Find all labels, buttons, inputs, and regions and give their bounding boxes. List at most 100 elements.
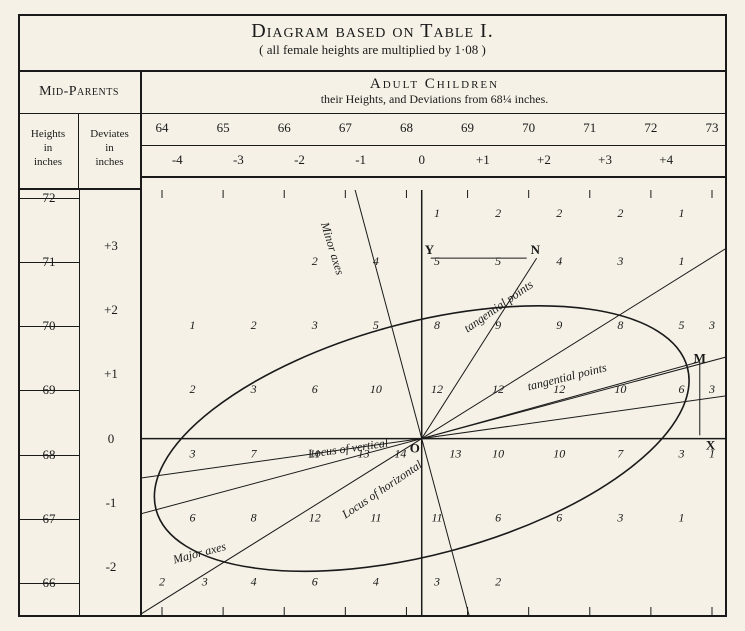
freq-cell: 7 [617,446,624,460]
freq-cell: 8 [617,318,623,332]
freq-cell: 3 [201,575,208,589]
freq-cell: 2 [190,382,196,396]
x-scale-heights: 64656667686970717273 [142,114,727,146]
freq-cell: 3 [708,382,715,396]
freq-cell: 3 [311,318,318,332]
freq-cell: 2 [495,575,501,589]
x-dev-tick: +2 [524,152,564,168]
freq-cell: 2 [159,575,165,589]
freq-cell: 11 [431,511,442,525]
y-dev-tick: -1 [80,495,142,511]
x-height-tick: 66 [264,120,304,136]
label-locus-horizontal: Locus of horizontal [338,457,425,522]
freq-cell: 11 [309,446,320,460]
x-height-tick: 65 [203,120,243,136]
y-dev-tick: +1 [80,366,142,382]
freq-cell: 6 [312,575,318,589]
freq-cell: 5 [373,318,379,332]
freq-cell: 1 [678,511,684,525]
freq-cell: 1 [678,206,684,220]
freq-cell: 1 [434,206,440,220]
y-height-tick: 70 [18,318,80,334]
freq-cell: 2 [495,206,501,220]
label-tangential-2: tangential points [526,360,608,393]
y-scale-heights: 72717069686766 [18,190,80,617]
midparents-label: Mid-Parents [18,72,140,114]
x-height-tick: 67 [325,120,365,136]
freq-cell: 7 [251,446,258,460]
adult-heading-1: Adult Children [142,76,727,93]
freq-cell: 1 [190,318,196,332]
freq-cell: 9 [495,318,501,332]
freq-cell: 12 [492,382,504,396]
y-scale-deviations: +3 +2 +1 0 -1 -2 [80,190,142,617]
freq-cell: 3 [250,382,257,396]
x-dev-tick: -1 [341,152,381,168]
x-height-tick: 64 [142,120,182,136]
freq-cell: 3 [616,511,623,525]
freq-cell: 5 [495,254,501,268]
freq-cell: 8 [251,511,257,525]
freq-cell: 8 [434,318,440,332]
freq-cell: 2 [251,318,257,332]
x-dev-tick: +1 [463,152,503,168]
freq-cell: 12 [431,382,443,396]
x-dev-tick: +4 [646,152,686,168]
freq-cell: 10 [553,446,565,460]
x-dev-tick: +3 [585,152,625,168]
y-height-tick: 68 [18,447,80,463]
adult-children-header: Adult Children their Heights, and Deviat… [142,72,727,178]
freq-cell: 2 [617,206,623,220]
freq-cell: 3 [616,254,623,268]
scatter-ellipse-chart: ONYMXMajor axesMinor axesLocus of vertic… [142,190,725,615]
freq-cell: 3 [708,318,715,332]
x-height-tick: 71 [570,120,610,136]
title-main: Diagram based on Table I. [18,20,727,43]
freq-cell: 12 [553,382,565,396]
freq-cell: 10 [370,382,382,396]
freq-cell: 6 [678,382,684,396]
freq-cell: 4 [251,575,257,589]
freq-cell: 6 [495,511,501,525]
title-sub: ( all female heights are multiplied by 1… [18,42,727,58]
label-major-axis: Major axes [170,539,227,567]
y-height-tick: 69 [18,382,80,398]
y-height-tick: 72 [18,190,80,206]
freq-cell: 6 [556,511,562,525]
freq-cell: 11 [370,511,381,525]
title-block: Diagram based on Table I. ( all female h… [18,14,727,72]
freq-cell: 5 [434,254,440,268]
freq-cell: 14 [394,446,406,460]
adult-heading-2: their Heights, and Deviations from 68¼ i… [142,92,727,107]
freq-cell: 2 [312,254,318,268]
x-height-tick: 68 [386,120,426,136]
point-O: O [410,441,420,456]
freq-cell: 12 [309,511,321,525]
x-height-tick: 69 [448,120,488,136]
freq-cell: 4 [373,254,379,268]
y-dev-tick: +3 [80,238,142,254]
y-dev-tick: +2 [80,302,142,318]
freq-cell: 3 [677,446,684,460]
x-dev-tick: -2 [280,152,320,168]
label-minor-axis: Minor axes [318,219,348,276]
freq-cell: 3 [189,446,196,460]
concentration-ellipse [142,255,717,615]
x-dev-tick: 0 [402,152,442,168]
midparents-header: Mid-Parents Heightsininches Deviatesinin… [18,72,142,190]
freq-cell: 3 [433,575,440,589]
freq-cell: 13 [358,446,370,460]
x-height-tick: 70 [509,120,549,136]
x-height-tick: 73 [692,120,732,136]
freq-cell: 10 [614,382,626,396]
freq-cell: 10 [492,446,504,460]
y-dev-tick: -2 [80,559,142,575]
midparents-col-heights: Heightsininches [18,114,79,188]
midparents-col-deviates: Deviatesininches [79,114,140,188]
freq-cell: 13 [449,446,461,460]
y-dev-tick: 0 [80,431,142,447]
point-N: N [531,242,541,257]
freq-cell: 4 [373,575,379,589]
freq-cell: 5 [678,318,684,332]
x-height-tick: 72 [631,120,671,136]
